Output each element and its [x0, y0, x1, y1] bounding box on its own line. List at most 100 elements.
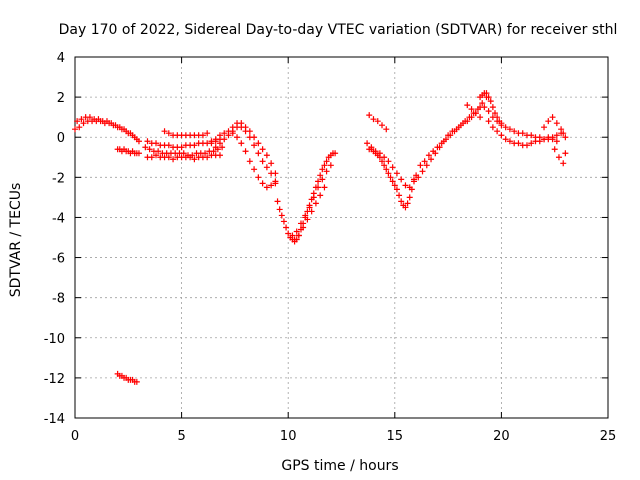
data-point [447, 132, 454, 139]
data-point [393, 170, 400, 177]
data-point [502, 124, 509, 131]
data-point [502, 136, 509, 143]
data-point [216, 152, 223, 159]
data-point [86, 114, 93, 121]
data-point [319, 176, 326, 183]
data-point [379, 158, 386, 165]
data-point [419, 168, 426, 175]
data-point [238, 124, 245, 131]
data-point [216, 140, 223, 147]
axis-ticks: 0 5 10 15 20 25 -14 -12 -10 -8 -6 -4 -2 0 2 4 [44, 51, 617, 444]
x-tick-label: 25 [600, 429, 617, 444]
data-point [468, 114, 475, 121]
data-point [442, 136, 449, 143]
data-point [485, 108, 492, 115]
data-point [116, 124, 123, 131]
data-point [506, 126, 513, 133]
data-point [385, 170, 392, 177]
chart-title: Day 170 of 2022, Sidereal Day-to-day VTE… [59, 22, 618, 38]
data-point [95, 116, 102, 123]
data-point [428, 156, 435, 163]
data-point [153, 152, 160, 159]
data-point [317, 172, 324, 179]
data-point [477, 114, 484, 121]
data-point [558, 126, 565, 133]
data-point [234, 134, 241, 141]
data-point [272, 180, 279, 187]
data-point [165, 130, 172, 137]
data-point [123, 148, 130, 155]
data-point [187, 154, 194, 161]
data-point [263, 184, 270, 191]
data-point [315, 178, 322, 185]
data-point [148, 154, 155, 161]
data-point [506, 138, 513, 145]
data-point [562, 150, 569, 157]
data-point [255, 174, 262, 181]
data-point [280, 218, 287, 225]
y-tick-label: -12 [44, 372, 65, 387]
data-point [114, 146, 121, 153]
data-point [212, 136, 219, 143]
data-point [383, 126, 390, 133]
data-point [451, 128, 458, 135]
data-point [468, 106, 475, 113]
data-point [74, 118, 81, 125]
data-point [434, 144, 441, 151]
data-point [438, 140, 445, 147]
data-point [317, 192, 324, 199]
data-point [541, 124, 548, 131]
data-point [489, 114, 496, 121]
x-tick-label: 20 [493, 429, 510, 444]
data-point [210, 148, 217, 155]
data-point [238, 140, 245, 147]
data-point [421, 158, 428, 165]
data-point [300, 224, 307, 231]
data-point [263, 164, 270, 171]
data-point [549, 136, 556, 143]
data-point [494, 118, 501, 125]
data-point [536, 138, 543, 145]
data-point [391, 182, 398, 189]
data-point [393, 186, 400, 193]
data-point [481, 104, 488, 111]
data-point [170, 156, 177, 163]
data-point [251, 166, 258, 173]
y-tick-label: -8 [52, 292, 65, 307]
data-point [487, 98, 494, 105]
data-point [161, 128, 168, 135]
data-point [208, 140, 215, 147]
data-point [221, 136, 228, 143]
data-point [410, 176, 417, 183]
data-point [528, 140, 535, 147]
data-point [398, 198, 405, 205]
data-point [519, 130, 526, 137]
x-tick-label: 15 [387, 429, 404, 444]
data-point [376, 150, 383, 157]
data-point [242, 148, 249, 155]
data-point [219, 144, 226, 151]
y-tick-label: -4 [52, 211, 65, 226]
data-point [225, 132, 232, 139]
data-point [551, 146, 558, 153]
data-point [528, 132, 535, 139]
data-point [274, 198, 281, 205]
data-point [515, 140, 522, 147]
data-point [259, 146, 266, 153]
data-point [374, 118, 381, 125]
data-point [404, 200, 411, 207]
data-point [381, 162, 388, 169]
y-tick-label: -2 [52, 171, 65, 186]
data-point [144, 138, 151, 145]
data-point [263, 152, 270, 159]
data-point [545, 118, 552, 125]
data-point [293, 228, 300, 235]
data-point [389, 178, 396, 185]
y-tick-label: -6 [52, 252, 65, 267]
data-point [368, 144, 375, 151]
data-point [415, 174, 422, 181]
data-point [295, 232, 302, 239]
data-point [366, 112, 373, 119]
data-point [297, 220, 304, 227]
data-point [289, 232, 296, 239]
